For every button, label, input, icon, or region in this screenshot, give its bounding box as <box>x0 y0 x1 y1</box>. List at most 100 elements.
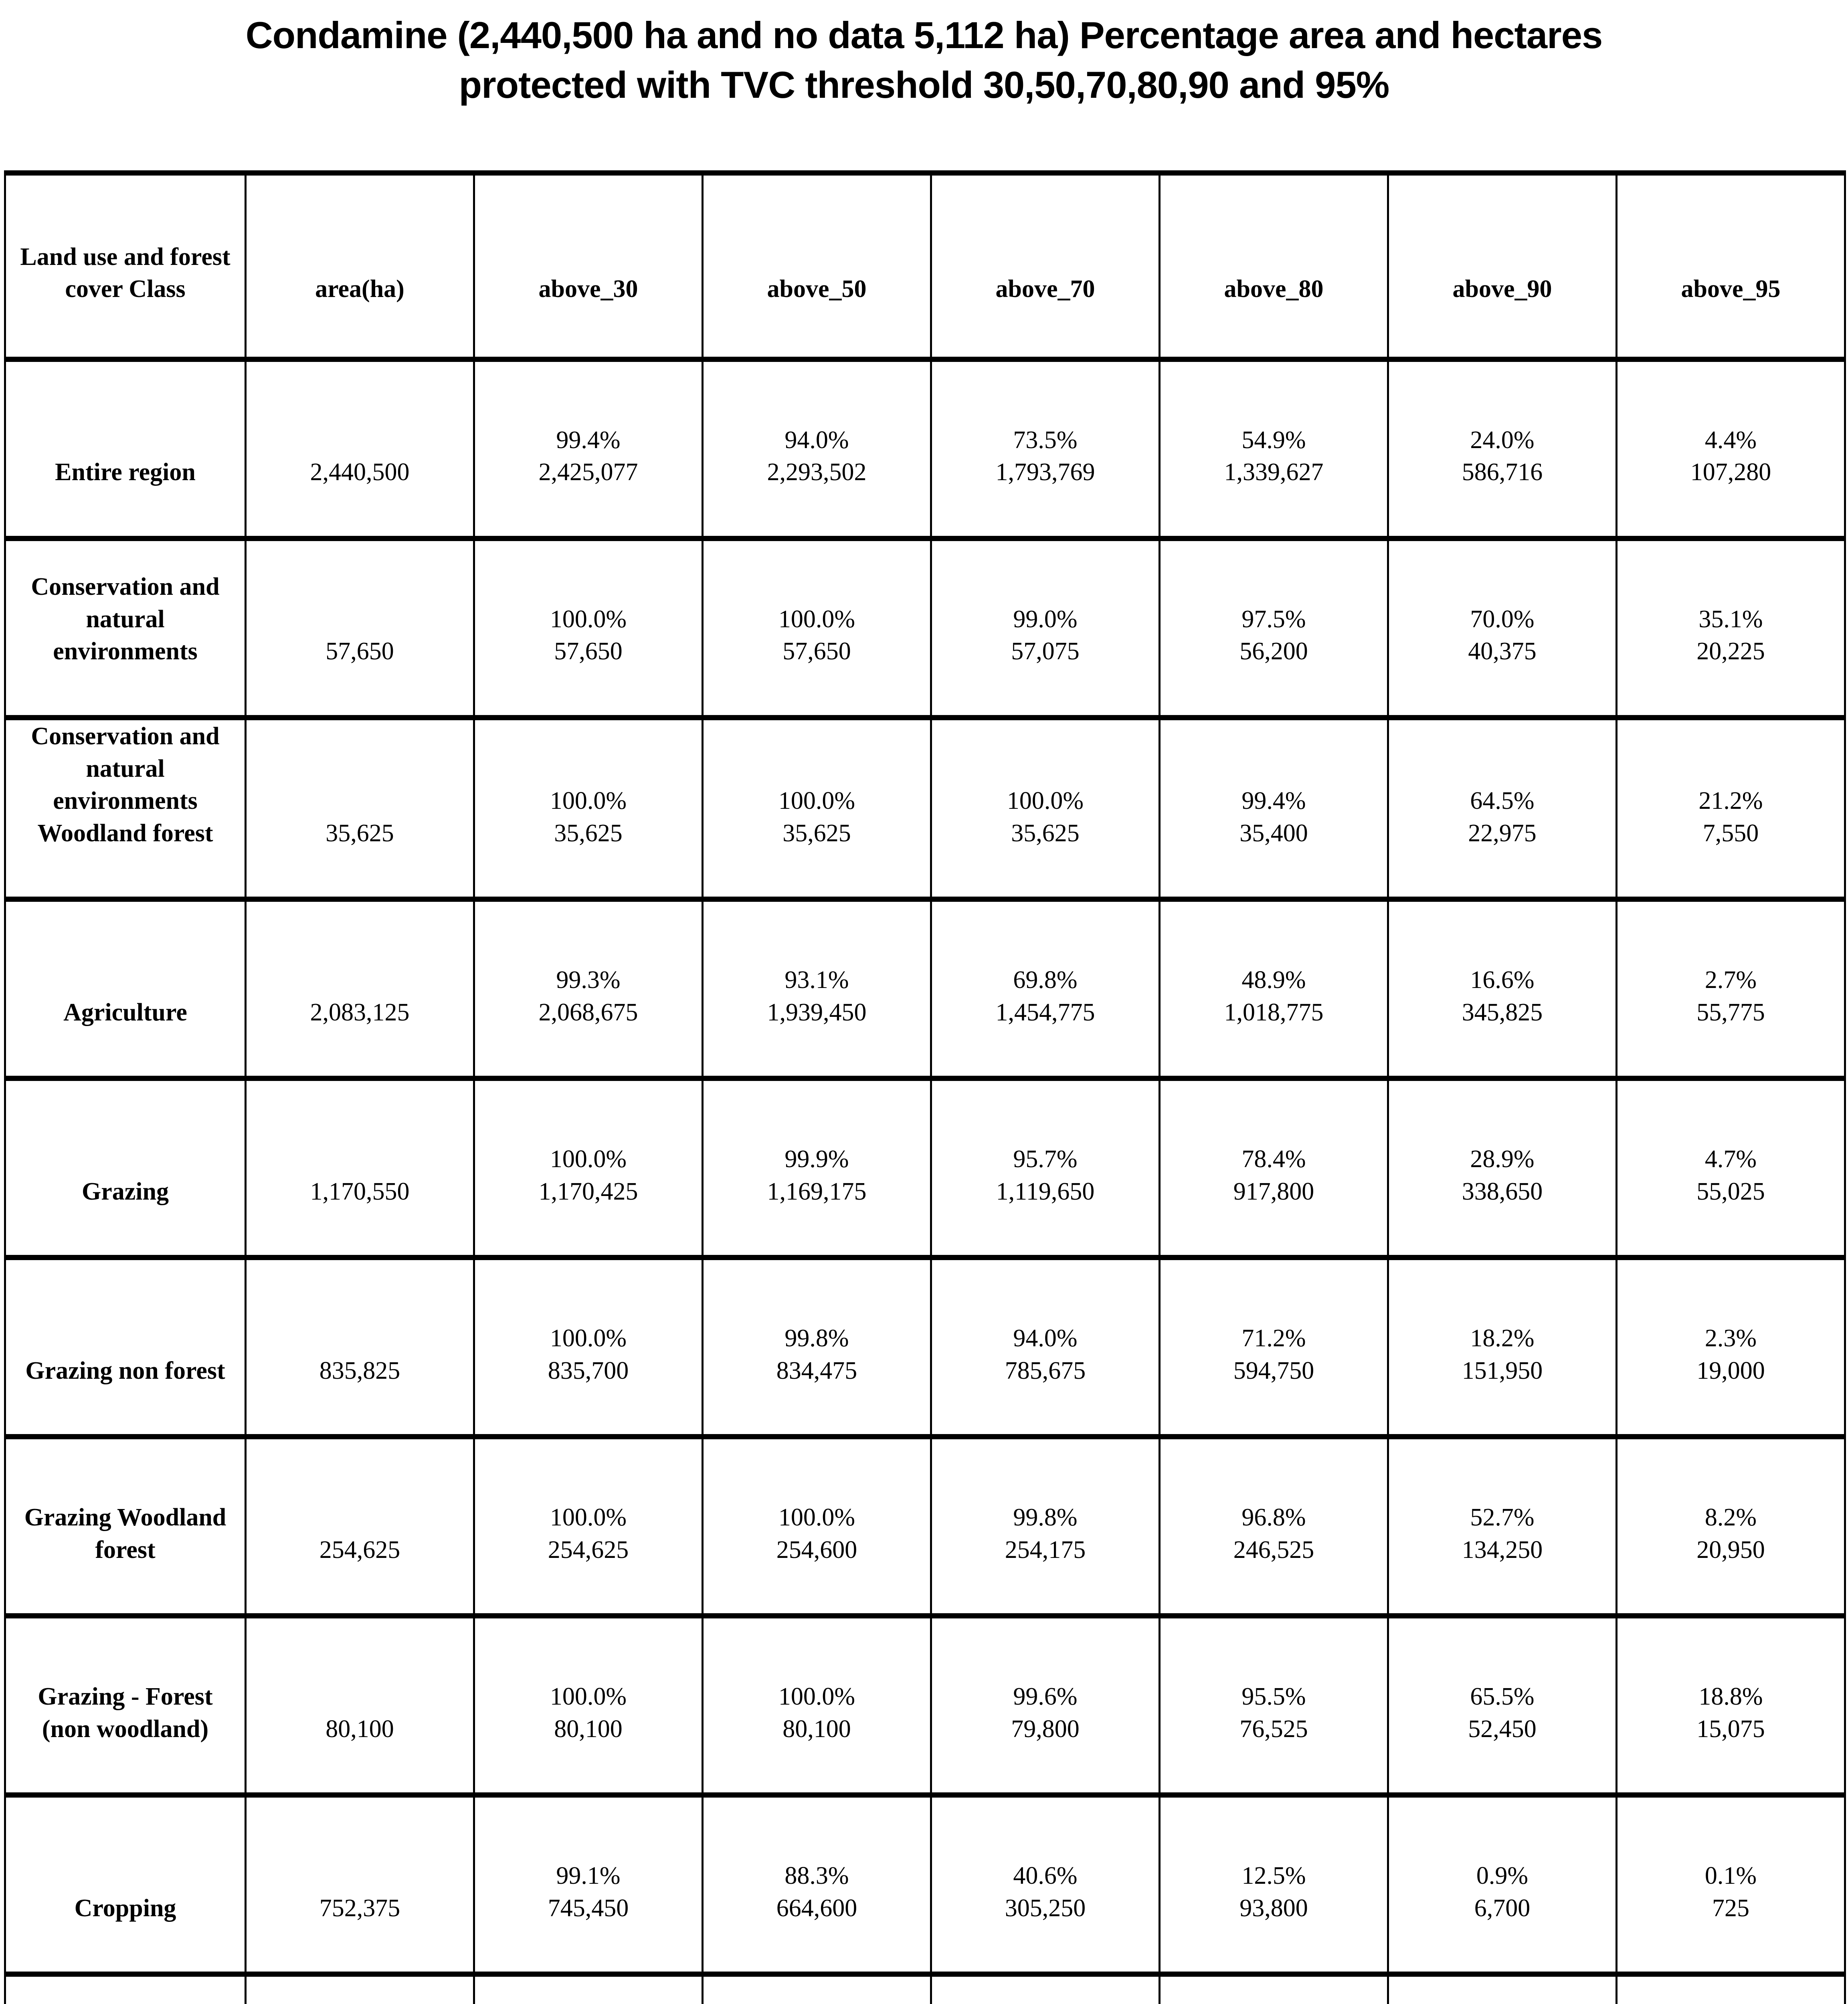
hectares-value: 1,339,627 <box>1224 459 1324 486</box>
value-cell: 4.4%7,075 <box>1159 1972 1389 2004</box>
percent-value: 99.4% <box>556 426 621 454</box>
value-cell: 0.0%25 <box>1615 1972 1846 2004</box>
value-cell: 69.8% 1,454,775 <box>930 897 1161 1081</box>
value-cell: 99.4% 2,425,077 <box>473 357 704 541</box>
percent-value: 100.0% <box>550 1145 627 1173</box>
value-cell: 99.6% 79,800 <box>930 1613 1161 1798</box>
land-use-protection-table: Land use and forest cover Class area(ha) a… <box>4 170 1846 2004</box>
value-cell: 65.9%105,425 <box>702 1972 932 2004</box>
hectares-value: 20,225 <box>1696 638 1765 665</box>
hectares-value: 56,200 <box>1239 638 1308 665</box>
percent-value: 64.5% <box>1470 787 1535 815</box>
hectares-value: 19,000 <box>1696 1357 1765 1384</box>
percent-value: 16.6% <box>1470 966 1535 994</box>
value-cell: 94.0% 785,675 <box>930 1255 1161 1440</box>
value-cell: 4.4% 107,280 <box>1615 357 1846 541</box>
hectares-value: 1,939,450 <box>767 998 867 1026</box>
header-cell: Land use and forest cover Class <box>4 170 247 362</box>
table-row: Grazing non forest 835,825 100.0% 835,700 99… <box>4 1255 1846 1440</box>
hectares-value: 20,950 <box>1696 1536 1765 1564</box>
area-cell: 2,083,125 <box>245 897 475 1081</box>
percent-value: 93.1% <box>784 966 849 994</box>
value-cell: 93.1% 1,939,450 <box>702 897 932 1081</box>
percent-value: 100.0% <box>550 1325 627 1352</box>
percent-value: 99.9% <box>784 1145 849 1173</box>
percent-value: 95.5% <box>1241 1683 1306 1711</box>
percent-value: 100.0% <box>1007 787 1084 815</box>
percent-value: 4.4% <box>1704 426 1757 454</box>
hectares-value: 6,700 <box>1474 1894 1531 1922</box>
value-cell: 78.4% 917,800 <box>1159 1076 1389 1261</box>
table-row: Conservation and natural environments Wo… <box>4 715 1846 902</box>
table-row: Irrigation159,92595.4%152,52565.9%105,42… <box>4 1972 1846 2004</box>
hectares-value: 76,525 <box>1239 1715 1308 1743</box>
value-cell: 18.5%29,625 <box>930 1972 1161 2004</box>
page-title: Condamine (2,440,500 ha and no data 5,11… <box>245 14 1603 106</box>
percent-value: 24.0% <box>1470 426 1535 454</box>
percent-value: 54.9% <box>1241 426 1306 454</box>
land-use-table-wrap: Land use and forest cover Class area(ha) a… <box>4 170 1846 2004</box>
value-cell: 94.0% 2,293,502 <box>702 357 932 541</box>
percent-value: 99.3% <box>556 966 621 994</box>
area-cell: 752,375 <box>245 1792 475 1977</box>
value-cell: 100.0% 80,100 <box>702 1613 932 1798</box>
percent-value: 97.5% <box>1241 605 1306 633</box>
hectares-value: 1,119,650 <box>996 1178 1095 1205</box>
percent-value: 100.0% <box>550 1504 627 1531</box>
hectares-value: 785,675 <box>1005 1357 1086 1384</box>
percent-value: 100.0% <box>778 787 855 815</box>
percent-value: 100.0% <box>778 605 855 633</box>
hectares-value: 35,625 <box>782 819 851 847</box>
hectares-value: 246,525 <box>1233 1536 1314 1564</box>
value-cell: 100.0% 35,625 <box>473 715 704 902</box>
table-row: Grazing 1,170,550 100.0% 1,170,425 99.9% 1,16… <box>4 1076 1846 1261</box>
row-label-cell: Grazing - Forest (non woodland) <box>4 1613 247 1798</box>
hectares-value: 15,075 <box>1696 1715 1765 1743</box>
value-cell: 99.1% 745,450 <box>473 1792 704 1977</box>
hectares-value: 57,650 <box>554 638 623 665</box>
value-cell: 0.1% 725 <box>1615 1792 1846 1977</box>
percent-value: 48.9% <box>1241 966 1306 994</box>
value-cell: 4.7% 55,025 <box>1615 1076 1846 1261</box>
value-cell: 99.8% 834,475 <box>702 1255 932 1440</box>
percent-value: 99.6% <box>1013 1683 1078 1711</box>
table-body: Entire region 2,440,500 99.4% 2,425,077 94.0… <box>4 357 1846 2004</box>
value-cell: 70.0% 40,375 <box>1387 536 1618 720</box>
area-cell: 35,625 <box>245 715 475 902</box>
hectares-value: 1,170,425 <box>538 1178 638 1205</box>
value-cell: 100.0% 1,170,425 <box>473 1076 704 1261</box>
header-cell: above_90 <box>1387 170 1618 362</box>
value-cell: 100.0% 835,700 <box>473 1255 704 1440</box>
percent-value: 69.8% <box>1013 966 1078 994</box>
row-label-cell: Irrigation <box>4 1972 247 2004</box>
value-cell: 12.5% 93,800 <box>1159 1792 1389 1977</box>
value-cell: 97.5% 56,200 <box>1159 536 1389 720</box>
percent-value: 99.8% <box>784 1325 849 1352</box>
value-cell: 54.9% 1,339,627 <box>1159 357 1389 541</box>
percent-value: 21.2% <box>1698 787 1763 815</box>
row-label-cell: Conservation and natural environments Wo… <box>4 715 247 902</box>
header-cell: above_95 <box>1615 170 1846 362</box>
percent-value: 28.9% <box>1470 1145 1535 1173</box>
value-cell: 100.0% 254,625 <box>473 1434 704 1619</box>
value-cell: 16.6% 345,825 <box>1387 897 1618 1081</box>
value-cell: 99.0% 57,075 <box>930 536 1161 720</box>
hectares-value: 664,600 <box>776 1894 857 1922</box>
area-cell: 159,925 <box>245 1972 475 2004</box>
percent-value: 99.8% <box>1013 1504 1078 1531</box>
hectares-value: 2,068,675 <box>538 998 638 1026</box>
percent-value: 96.8% <box>1241 1504 1306 1531</box>
table-row: Conservation and natural environments 57,… <box>4 536 1846 720</box>
percent-value: 94.0% <box>784 426 849 454</box>
percent-value: 8.2% <box>1704 1504 1757 1531</box>
table-row: Grazing - Forest (non woodland) 80,100 100… <box>4 1613 1846 1798</box>
hectares-value: 305,250 <box>1005 1894 1086 1922</box>
hectares-value: 93,800 <box>1239 1894 1308 1922</box>
percent-value: 2.3% <box>1704 1325 1757 1352</box>
header-cell: above_70 <box>930 170 1161 362</box>
percent-value: 99.0% <box>1013 605 1078 633</box>
table-row: Entire region 2,440,500 99.4% 2,425,077 94.0… <box>4 357 1846 541</box>
table-row: Grazing Woodland forest 254,625 100.0% 254,… <box>4 1434 1846 1619</box>
percent-value: 100.0% <box>778 1683 855 1711</box>
